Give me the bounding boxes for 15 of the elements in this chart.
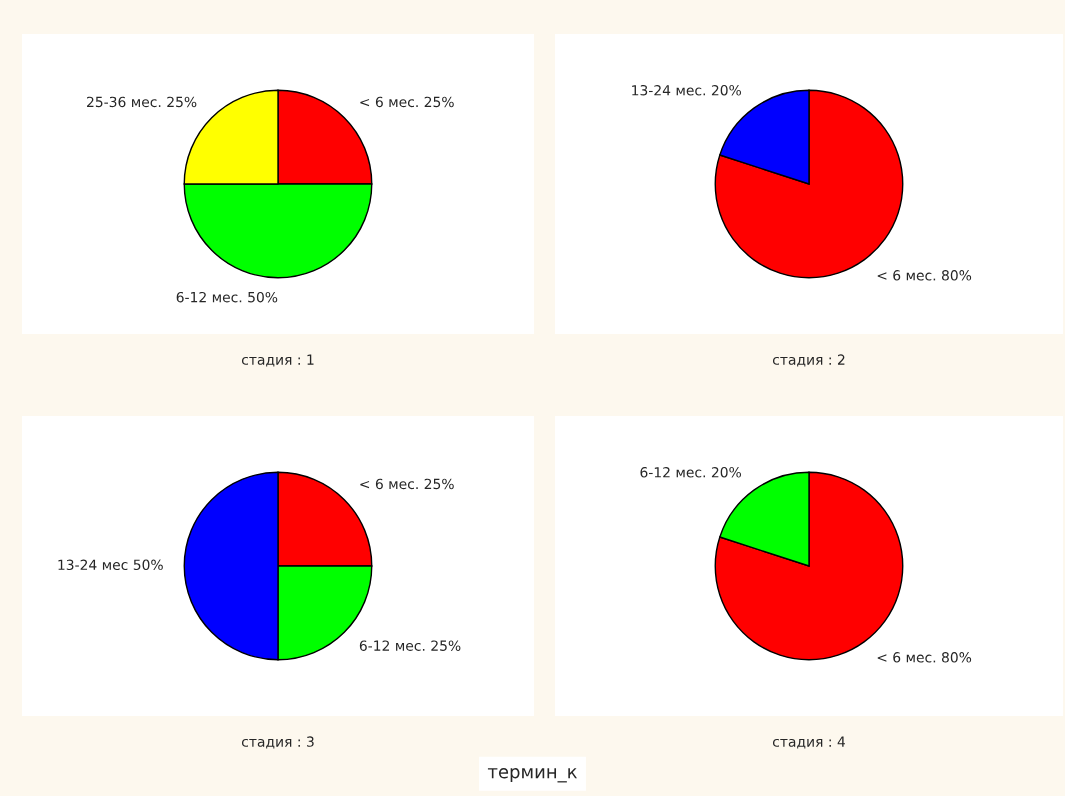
slice-label: < 6 мес. 25% (360, 478, 454, 490)
slice-label: 6-12 мес. 50% (176, 291, 278, 303)
slice-label: 13-24 мес. 20% (632, 84, 742, 96)
slice-label: 6-12 мес. 20% (640, 466, 742, 478)
slice-label: < 6 мес. 80% (877, 270, 972, 281)
text: стадия : 2 (772, 354, 845, 367)
slice-label: 25-36 мес. 25% (87, 96, 197, 108)
text: термин_к (487, 768, 577, 783)
slice-label: < 6 мес. 80% (877, 652, 972, 663)
text: стадия : 3 (241, 736, 314, 749)
slice-label: 13-24 мес 50% (58, 559, 163, 571)
text: стадия : 4 (772, 736, 846, 749)
slice-label: 6-12 мес. 25% (359, 640, 461, 651)
slice-label: < 6 мес. 25% (360, 96, 454, 108)
text: стадия : 1 (241, 354, 314, 367)
